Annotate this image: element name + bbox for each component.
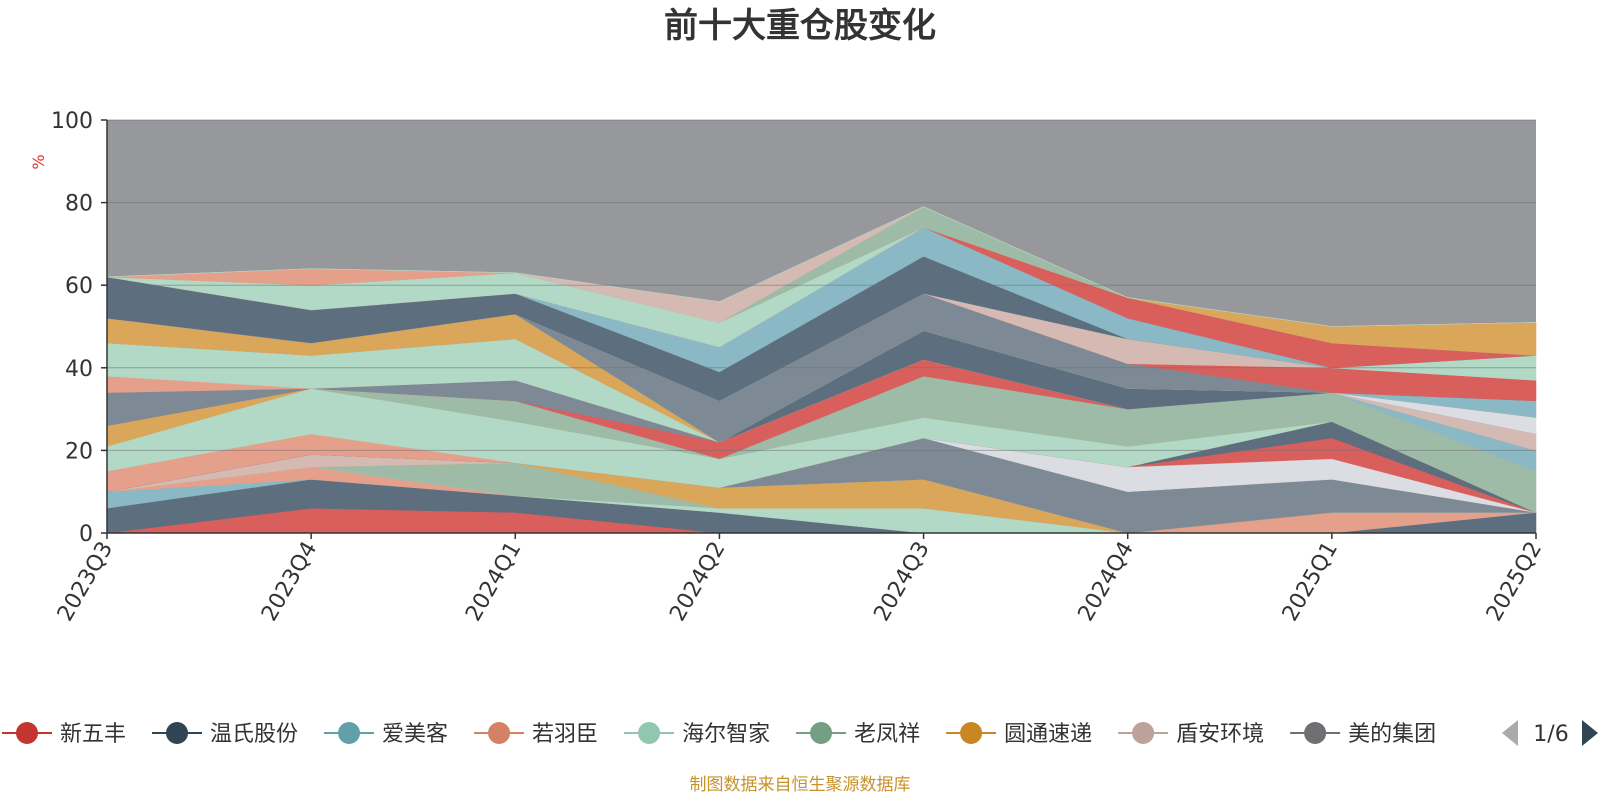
legend-item[interactable]: 圆通速递 xyxy=(946,722,1092,747)
legend-item[interactable]: 盾安环境 xyxy=(1118,722,1264,747)
legend-prev-page-icon[interactable] xyxy=(1502,720,1518,746)
legend-marker-icon xyxy=(960,722,983,744)
x-tick-label: 2025Q2 xyxy=(1482,538,1547,626)
legend-marker-icon xyxy=(488,722,511,744)
y-tick-label: 100 xyxy=(51,109,93,134)
legend-marker-icon xyxy=(16,722,38,744)
legend-marker-icon xyxy=(638,722,661,744)
legend-item[interactable]: 若羽臣 xyxy=(474,722,598,747)
legend-marker-icon xyxy=(166,722,189,744)
legend-label: 美的集团 xyxy=(1348,722,1436,747)
y-tick-label: 60 xyxy=(65,274,93,299)
legend-label: 若羽臣 xyxy=(532,722,598,747)
legend-marker-icon xyxy=(1304,722,1327,744)
legend-item[interactable]: 老凤祥 xyxy=(796,722,920,747)
x-tick-label: 2023Q4 xyxy=(257,538,322,626)
y-tick-label: 80 xyxy=(65,192,93,217)
source-note: 制图数据来自恒生聚源数据库 xyxy=(690,775,911,795)
legend-label: 圆通速递 xyxy=(1004,722,1092,747)
legend-label: 老凤祥 xyxy=(854,722,920,747)
legend-marker-icon xyxy=(1132,722,1155,744)
chart-title: 前十大重仓股变化 xyxy=(664,6,936,46)
y-tick-label: 0 xyxy=(79,522,93,547)
legend-item[interactable]: 海尔智家 xyxy=(624,722,770,747)
x-tick-label: 2025Q1 xyxy=(1278,538,1343,626)
legend[interactable]: 新五丰 温氏股份 爱美客 若羽臣 海尔智家 老凤祥 圆通速递 盾安环境 美的集团 1/6 xyxy=(2,720,1598,747)
legend-next-page-icon[interactable] xyxy=(1582,720,1598,746)
legend-label: 新五丰 xyxy=(60,722,126,747)
y-tick-label: 20 xyxy=(65,439,93,464)
area-series-band-38 xyxy=(106,206,1537,327)
legend-label: 海尔智家 xyxy=(682,722,770,747)
y-axis-unit: % xyxy=(29,154,48,169)
x-tick-label: 2024Q1 xyxy=(461,538,526,626)
legend-page-indicator: 1/6 xyxy=(1533,722,1568,747)
legend-marker-icon xyxy=(810,722,833,744)
legend-label: 温氏股份 xyxy=(210,722,298,747)
x-tick-label: 2023Q3 xyxy=(53,538,118,626)
legend-item[interactable]: 温氏股份 xyxy=(152,722,298,747)
y-tick-label: 40 xyxy=(65,357,93,382)
x-tick-label: 2024Q4 xyxy=(1074,538,1139,626)
legend-item[interactable]: 新五丰 xyxy=(2,722,126,747)
x-tick-label: 2024Q2 xyxy=(665,538,730,626)
gridlines xyxy=(107,119,1536,451)
legend-label: 爱美客 xyxy=(382,722,448,747)
legend-item[interactable]: 美的集团 xyxy=(1290,722,1436,747)
legend-marker-icon xyxy=(338,722,361,744)
x-tick-label: 2024Q3 xyxy=(869,538,934,626)
legend-label: 盾安环境 xyxy=(1176,722,1264,747)
legend-item[interactable]: 爱美客 xyxy=(324,722,448,747)
